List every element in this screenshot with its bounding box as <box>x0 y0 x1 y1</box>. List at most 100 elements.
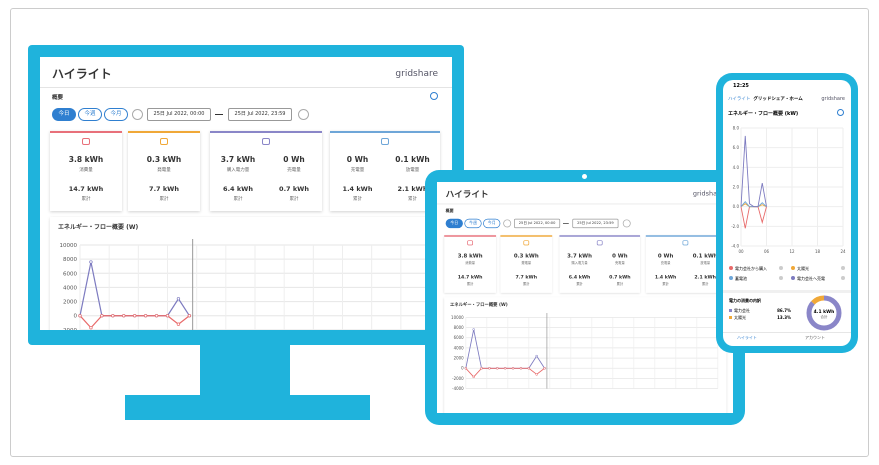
card-total: 1.4 kWh <box>342 185 373 193</box>
prev-button[interactable] <box>132 109 143 120</box>
y-tick-label: 2.0 <box>733 185 740 190</box>
section-title: 概要 <box>52 95 64 101</box>
card-total-label: 累計 <box>81 197 91 202</box>
card-value: 0 Wh <box>657 252 674 260</box>
summary-card: 0 Wh 充電量 1.4 kWh 累計 0.1 kWh 放電量 2.1 kWh 累計 <box>330 131 440 211</box>
donut-name: 太陽光 <box>734 315 746 320</box>
tablet-content: ハイライト gridshare 概要 今日 今週 今月 25日 Jul 2022, 00:0… <box>437 182 733 413</box>
legend-toggle[interactable] <box>779 276 783 280</box>
date-input[interactable]: 25日 Jul 2022, 23:59 <box>228 108 292 121</box>
tab-item[interactable]: アカウント <box>805 335 825 340</box>
donut-total: 4.1 kWh <box>814 309 835 315</box>
card-label: 充電量 <box>350 168 365 173</box>
next-button[interactable] <box>298 109 309 120</box>
donut-total-label: 合計 <box>821 314 829 319</box>
series-point <box>488 367 491 370</box>
summary-card: 3.8 kWh 消費量 14.7 kWh 累計 <box>50 131 122 211</box>
legend-swatch <box>729 276 733 280</box>
series-point <box>464 367 467 370</box>
card-icon <box>523 240 530 246</box>
donut-segment <box>806 295 842 331</box>
card-label: 消費量 <box>79 168 93 173</box>
y-tick-label: 6000 <box>454 335 465 340</box>
prev-button[interactable] <box>503 219 512 228</box>
period-button[interactable]: 今月 <box>104 108 128 121</box>
card-total-label: 累計 <box>353 197 362 202</box>
legend-item: 太陽光 <box>791 266 847 272</box>
date-input[interactable]: 25日 Jul 2022, 23:59 <box>572 218 619 229</box>
summary-card: 3.7 kWh 購入電力量 6.4 kWh 累計 0 Wh 売電量 0.7 kWh 累計 <box>559 235 641 293</box>
card-column: 0.3 kWh 発電量 7.7 kWh 累計 <box>134 153 194 209</box>
legend-toggle[interactable] <box>841 276 845 280</box>
card-icon <box>596 240 603 246</box>
y-tick-label: 8000 <box>63 257 77 263</box>
period-button[interactable]: 今日 <box>52 108 76 121</box>
card-label: 放電量 <box>405 168 420 173</box>
legend-swatch <box>729 316 732 319</box>
card-total: 2.1 kWh <box>694 274 716 280</box>
frame <box>10 8 869 457</box>
legend-label: 蓄電池 <box>735 276 747 281</box>
card-icon <box>467 240 473 246</box>
card-column: 3.7 kWh 購入電力量 6.4 kWh 累計 <box>208 153 268 209</box>
series-point <box>472 328 475 331</box>
summary-card: 0 Wh 充電量 1.4 kWh 累計 0.1 kWh 放電量 2.1 kWh 累計 <box>645 235 725 293</box>
date-input[interactable]: 25日 Jul 2022, 00:00 <box>147 108 211 121</box>
phone: 12:25 ハイライト グリッドシェア・ホーム gridshare エネルギー・フロー概… <box>716 73 858 353</box>
card-total: 14.7 kWh <box>457 274 483 280</box>
series-line <box>79 261 190 317</box>
back-link[interactable]: ハイライト <box>728 97 751 102</box>
donut-legend: 太陽光 13.3% <box>729 315 791 321</box>
tab-item[interactable]: ハイライト <box>737 335 757 340</box>
series-point <box>165 314 170 318</box>
summary-card: 0.3 kWh 発電量 7.7 kWh 累計 <box>500 235 553 293</box>
y-tick-label: -2000 <box>452 376 464 381</box>
series-point <box>133 314 137 318</box>
card-total-label: 累計 <box>466 282 474 287</box>
series-point <box>154 314 159 318</box>
period-button[interactable]: 今月 <box>483 218 501 229</box>
period-button[interactable]: 今週 <box>78 108 102 121</box>
donut-legend: 電力会社 86.7% <box>729 308 791 314</box>
card-total-label: 累計 <box>408 197 417 202</box>
y-tick-label: -2.0 <box>731 224 739 229</box>
series-point <box>100 314 104 318</box>
card-total: 7.7 kWh <box>149 185 179 193</box>
legend-label: 電力会社へ売電 <box>797 276 825 281</box>
card-total: 0.7 kWh <box>609 274 631 280</box>
series-point <box>187 314 192 318</box>
dashboard: ハイライト gridshare 概要 今日 今週 今月 25日 Jul 2022, 00:0… <box>437 182 733 413</box>
donut-name: 電力会社 <box>734 308 750 313</box>
page-title: ハイライト <box>52 67 112 81</box>
flow-chart: 10000 8000 6000 4000 2000 0 -2000 -4000 <box>451 313 719 391</box>
divider <box>40 87 452 88</box>
series-point <box>176 322 181 326</box>
next-button[interactable] <box>622 219 631 228</box>
card-label: 消費量 <box>465 261 475 266</box>
card-total: 2.1 kWh <box>397 185 428 193</box>
x-tick-label: 18 <box>815 249 821 254</box>
y-tick-label: -4000 <box>452 386 464 391</box>
card-value: 0.3 kWh <box>513 252 539 260</box>
card-total: 1.4 kWh <box>654 274 677 280</box>
series-point <box>535 354 538 358</box>
arrow <box>215 114 223 115</box>
chart-title: エネルギー・フロー概要 (kW) <box>728 111 799 117</box>
card-column: 0 Wh 売電量 0.7 kWh 累計 <box>264 153 324 209</box>
period-row: 今日 今週 今月 25日 Jul 2022, 00:00 25日 Jul 2022, 2… <box>445 218 727 229</box>
period-button[interactable]: 今日 <box>445 218 463 229</box>
summary-card: 3.8 kWh 消費量 14.7 kWh 累計 <box>444 235 497 293</box>
legend-toggle[interactable] <box>841 266 845 270</box>
date-input[interactable]: 25日 Jul 2022, 00:00 <box>514 218 561 229</box>
series-point <box>511 367 515 370</box>
card-value: 3.7 kWh <box>567 252 592 260</box>
dashboard: ハイライト gridshare 概要 今日 今週 今月 25日 Jul 2022, 00:0… <box>40 57 452 330</box>
series-line <box>740 206 767 229</box>
series-line <box>465 367 545 378</box>
legend-toggle[interactable] <box>779 266 783 270</box>
x-tick-label: 12 <box>789 249 795 254</box>
card-label: 購入電力量 <box>226 168 250 173</box>
series-point <box>496 367 499 370</box>
monitor-neck <box>200 345 290 397</box>
period-button[interactable]: 今週 <box>464 218 482 229</box>
